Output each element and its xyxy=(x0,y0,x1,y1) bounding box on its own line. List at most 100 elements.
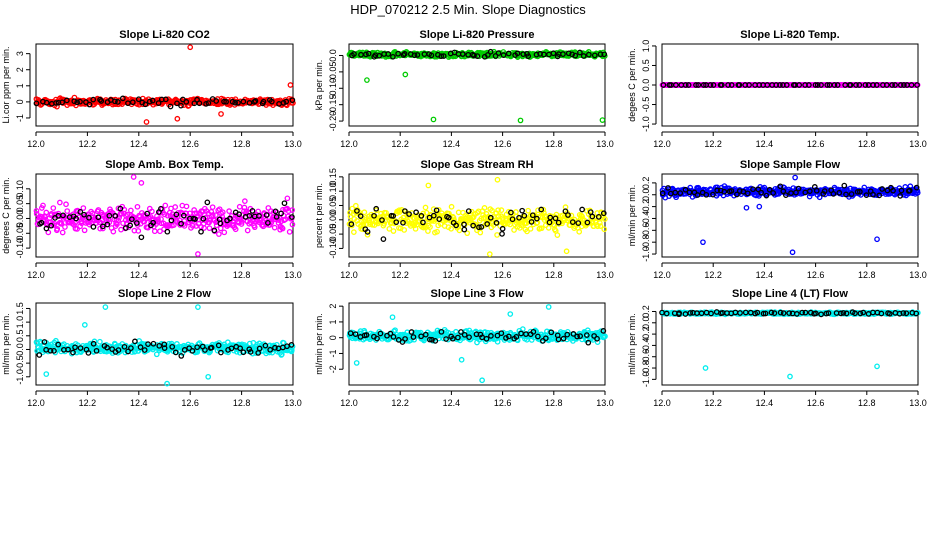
x-tick-label: 13.0 xyxy=(909,398,927,408)
panel-6: Slope Sample Flow 12.0 12.2 12.4 12.6 12.8 13.… xyxy=(627,159,927,280)
highlight-point xyxy=(483,335,490,342)
highlight-point xyxy=(455,334,461,341)
highlight-point xyxy=(465,208,472,214)
data-point xyxy=(481,205,488,211)
y-tick-label: 1.5 xyxy=(15,302,25,315)
data-point xyxy=(279,225,286,232)
highlight-point xyxy=(555,219,562,226)
data-point xyxy=(62,224,68,230)
data-point xyxy=(217,225,224,232)
highlight-point xyxy=(586,51,592,58)
outlier-point xyxy=(494,176,501,183)
highlight-point xyxy=(289,214,295,220)
highlight-point xyxy=(852,310,858,317)
highlight-point xyxy=(449,335,456,342)
highlight-point xyxy=(478,224,485,230)
highlight-point xyxy=(876,192,883,199)
outlier-point xyxy=(425,182,432,189)
x-tick-label: 12.2 xyxy=(704,398,722,408)
data-point xyxy=(527,225,534,232)
y-tick-label: 0.05 xyxy=(15,195,25,213)
data-point xyxy=(232,226,239,233)
highlight-point xyxy=(841,182,848,189)
highlight-point xyxy=(542,335,549,342)
highlight-point xyxy=(186,345,193,352)
highlight-point xyxy=(112,213,119,219)
x-tick-label: 12.4 xyxy=(756,139,774,149)
outlier-point xyxy=(787,373,793,380)
highlight-point xyxy=(43,225,50,232)
y-tick-label: -0.6 xyxy=(641,223,651,239)
y-tick-label: -1.0 xyxy=(15,369,25,385)
highlight-point xyxy=(914,82,920,88)
highlight-point xyxy=(780,188,787,195)
scatter-points xyxy=(33,174,296,257)
outlier-point xyxy=(479,377,485,384)
highlight-point xyxy=(682,186,689,193)
highlight-point xyxy=(848,191,855,197)
highlight-point xyxy=(47,347,54,354)
highlight-point xyxy=(718,82,725,88)
highlight-point xyxy=(125,348,131,355)
highlight-point xyxy=(528,219,535,225)
highlight-point xyxy=(145,341,151,347)
data-point xyxy=(81,227,88,234)
outlier-point xyxy=(874,236,880,243)
data-point xyxy=(448,203,455,210)
y-tick-label: 0.0 xyxy=(641,79,651,92)
data-point xyxy=(576,228,583,235)
x-tick-label: 12.4 xyxy=(130,139,148,149)
highlight-point xyxy=(771,310,778,317)
x-tick-label: 12.8 xyxy=(858,398,876,408)
highlight-point xyxy=(513,333,520,340)
outlier-point xyxy=(143,119,150,125)
x-tick-label: 13.0 xyxy=(284,139,302,149)
highlight-point xyxy=(744,190,751,197)
highlight-point xyxy=(77,208,84,215)
highlight-point xyxy=(903,310,910,317)
data-point xyxy=(401,227,408,233)
x-tick-label: 12.2 xyxy=(391,270,409,280)
y-tick-label: 3 xyxy=(15,51,25,56)
highlight-point xyxy=(838,310,844,317)
highlight-point xyxy=(754,309,761,316)
highlight-point xyxy=(178,353,185,359)
outlier-point xyxy=(743,204,750,211)
plot-frame xyxy=(661,173,919,258)
outlier-point xyxy=(756,203,763,210)
data-point xyxy=(422,204,429,211)
figure-title: HDP_070212 2.5 Min. Slope Diagnostics xyxy=(350,2,586,17)
highlight-point xyxy=(71,98,78,105)
highlight-point xyxy=(128,345,134,351)
data-point xyxy=(58,220,65,227)
highlight-point xyxy=(575,220,582,226)
y-tick-label: -2 xyxy=(328,365,338,373)
highlight-point xyxy=(213,98,220,104)
highlight-point xyxy=(401,51,408,57)
x-tick-label: 12.2 xyxy=(79,270,97,280)
highlight-point xyxy=(86,101,93,108)
highlight-point xyxy=(673,82,679,88)
highlight-point xyxy=(365,50,372,57)
y-tick-label: 1 xyxy=(15,83,25,88)
y-axis-label: ml/min per min. xyxy=(314,313,324,375)
highlight-point xyxy=(90,96,97,103)
highlight-point xyxy=(820,191,827,197)
panel-title: Slope Li-820 Temp. xyxy=(740,29,839,41)
data-point xyxy=(494,338,501,345)
highlight-point xyxy=(913,184,920,191)
highlight-point xyxy=(552,215,559,222)
highlight-point xyxy=(406,211,412,217)
highlight-point xyxy=(109,346,115,352)
highlight-point xyxy=(591,333,597,339)
highlight-point xyxy=(461,221,467,228)
highlight-point xyxy=(500,52,507,58)
data-point xyxy=(400,214,407,221)
highlight-point xyxy=(81,211,87,218)
highlight-point xyxy=(433,207,440,214)
highlight-point xyxy=(217,220,224,227)
highlight-point xyxy=(385,51,392,57)
highlight-point xyxy=(428,52,435,59)
highlight-point xyxy=(799,309,806,316)
highlight-point xyxy=(714,187,721,194)
